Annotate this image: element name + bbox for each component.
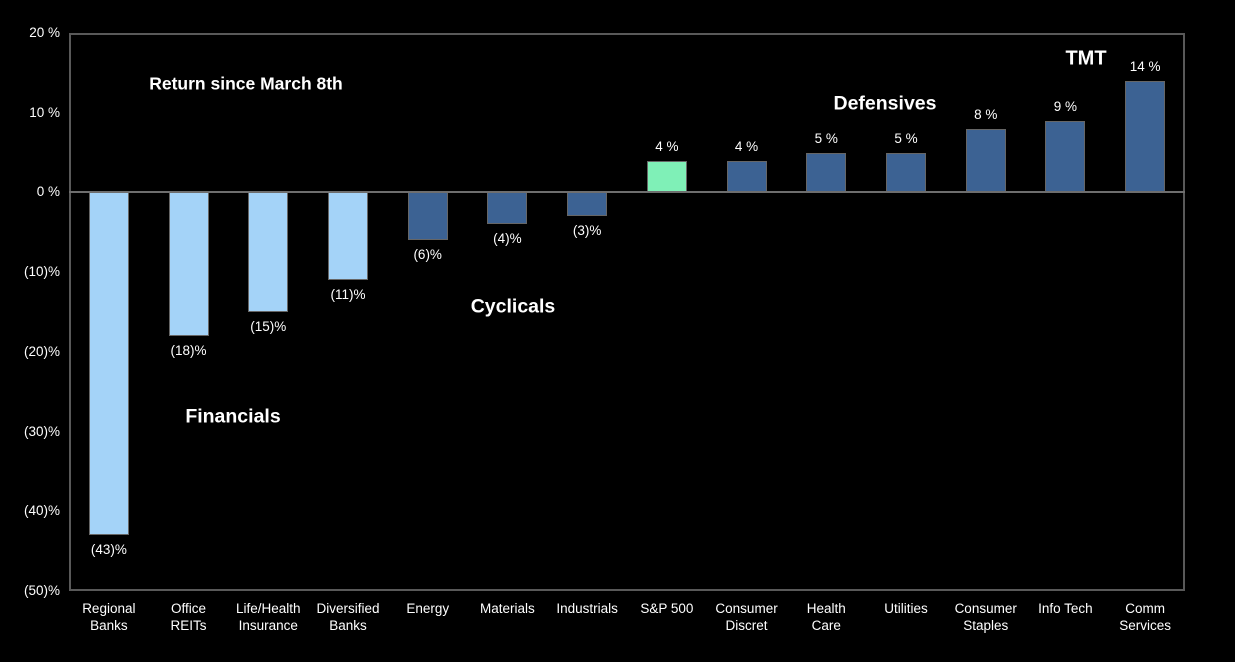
x-axis-category-label: Energy: [406, 601, 450, 616]
bar-value-label: (18)%: [170, 342, 207, 358]
bar-value-label: (6)%: [413, 247, 442, 263]
bar-value-label: (15)%: [250, 319, 287, 334]
y-axis-tick-label: (10)%: [23, 264, 60, 280]
y-axis-tick-label: (40)%: [23, 503, 60, 519]
x-axis-category-label: Consumer Staples: [954, 601, 1017, 633]
bar-health-care: [806, 152, 847, 193]
bar-s-p-500: [646, 160, 687, 193]
bar-value-label: 8 %: [974, 106, 998, 122]
bar-value-label: (11)%: [330, 287, 366, 303]
bar-materials: [487, 192, 528, 225]
bar-value-label: (3)%: [572, 223, 602, 239]
bar-info-tech: [1045, 120, 1086, 193]
bar-regional-banks: [88, 192, 129, 536]
zero-axis-line: [69, 191, 1185, 194]
annotation-tmt: TMT: [1065, 47, 1107, 70]
plot-area: [69, 33, 1185, 591]
bar-diversified-banks: [328, 192, 368, 281]
x-axis-category-label: Utilities: [884, 601, 928, 616]
y-axis-tick-label: (50)%: [23, 583, 60, 598]
bar-value-label: 14 %: [1129, 58, 1161, 74]
bar-value-label: 5 %: [814, 130, 838, 146]
annotation-financials: Financials: [185, 405, 281, 428]
bar-value-label: 4 %: [655, 138, 679, 154]
x-axis-category-label: Life/Health Insurance: [236, 601, 301, 633]
bar-life-health-insurance: [248, 192, 289, 312]
y-axis-tick-label: (30)%: [23, 423, 60, 439]
bar-value-label: 4 %: [734, 138, 759, 154]
x-axis-category-label: Comm Services: [1119, 601, 1172, 633]
chart-title: Return since March 8th: [149, 73, 343, 94]
bar-office-reits: [168, 192, 209, 336]
y-axis-tick-label: (20)%: [23, 343, 60, 359]
bar-consumer-staples: [965, 128, 1006, 193]
x-axis-category-label: Health Care: [806, 601, 846, 633]
y-axis-tick-label: 20 %: [29, 25, 60, 40]
bar-utilities: [886, 152, 926, 193]
annotation-cyclicals: Cyclicals: [470, 295, 556, 318]
x-axis-category-label: Industrials: [556, 601, 618, 616]
bar-energy: [407, 192, 448, 241]
annotation-defensives: Defensives: [833, 92, 937, 115]
y-axis-tick-label: 10 %: [29, 104, 60, 120]
x-axis-category-label: Info Tech: [1038, 601, 1093, 616]
x-axis-category-label: S&P 500: [640, 601, 694, 616]
bar-value-label: 9 %: [1053, 98, 1078, 114]
bar-consumer-discret: [726, 160, 767, 193]
x-axis-category-label: Consumer Discret: [715, 601, 778, 633]
bar-value-label: 5 %: [894, 130, 918, 146]
x-axis-category-label: Office REITs: [170, 601, 207, 633]
x-axis-category-label: Diversified Banks: [316, 601, 380, 633]
x-axis-category-label: Regional Banks: [82, 601, 136, 633]
bar-value-label: (4)%: [493, 231, 522, 247]
bar-comm-services: [1125, 80, 1166, 193]
bar-industrials: [567, 192, 608, 217]
x-axis-category-label: Materials: [480, 601, 535, 616]
y-axis-tick-label: 0 %: [36, 184, 60, 200]
bar-value-label: (43)%: [90, 542, 127, 558]
